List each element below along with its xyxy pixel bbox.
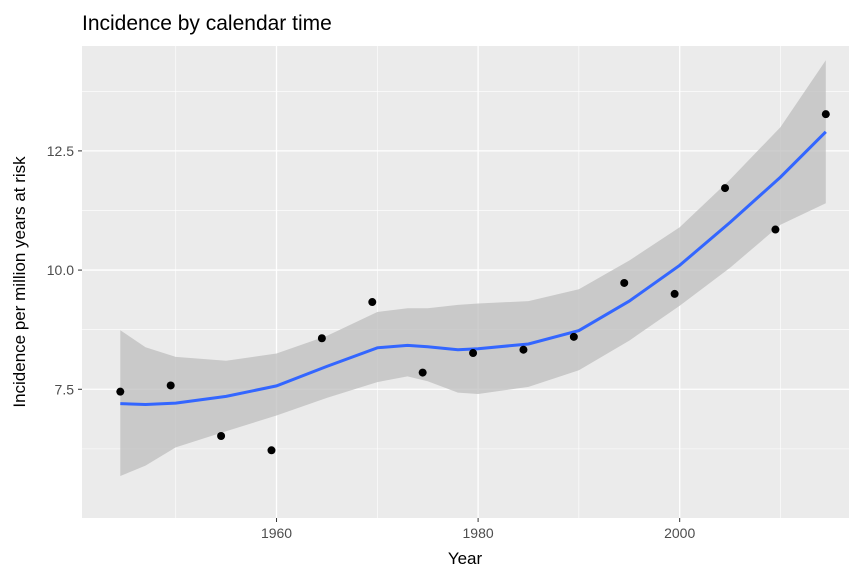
data-point <box>469 349 478 358</box>
data-point <box>418 368 427 377</box>
data-point <box>721 184 730 193</box>
data-point <box>217 431 226 440</box>
y-axis: 7.5 10.0 12.5 <box>47 143 82 397</box>
plot-panel <box>82 46 849 518</box>
data-point <box>569 332 578 341</box>
smooth-trend-line <box>120 130 827 407</box>
y-tick-label: 10.0 <box>47 262 74 278</box>
y-tick-label: 7.5 <box>55 381 75 397</box>
data-point <box>670 289 679 298</box>
data-point <box>620 278 629 287</box>
data-point <box>368 298 377 307</box>
x-axis: 1960 1980 2000 <box>261 518 695 541</box>
y-axis-title: Incidence per million years at risk <box>10 156 29 408</box>
data-point <box>267 446 276 455</box>
x-tick-label: 2000 <box>664 525 695 541</box>
x-axis-title: Year <box>448 549 483 568</box>
chart-title: Incidence by calendar time <box>82 12 332 35</box>
y-tick-label: 12.5 <box>47 143 74 159</box>
data-point <box>166 381 175 390</box>
data-point <box>317 334 326 343</box>
x-tick-label: 1960 <box>261 525 292 541</box>
data-point <box>519 345 528 354</box>
x-tick-label: 1980 <box>463 525 494 541</box>
data-points <box>116 110 830 455</box>
data-point <box>116 387 125 396</box>
data-point <box>771 225 780 234</box>
confidence-band <box>120 60 826 477</box>
data-point <box>821 110 830 119</box>
